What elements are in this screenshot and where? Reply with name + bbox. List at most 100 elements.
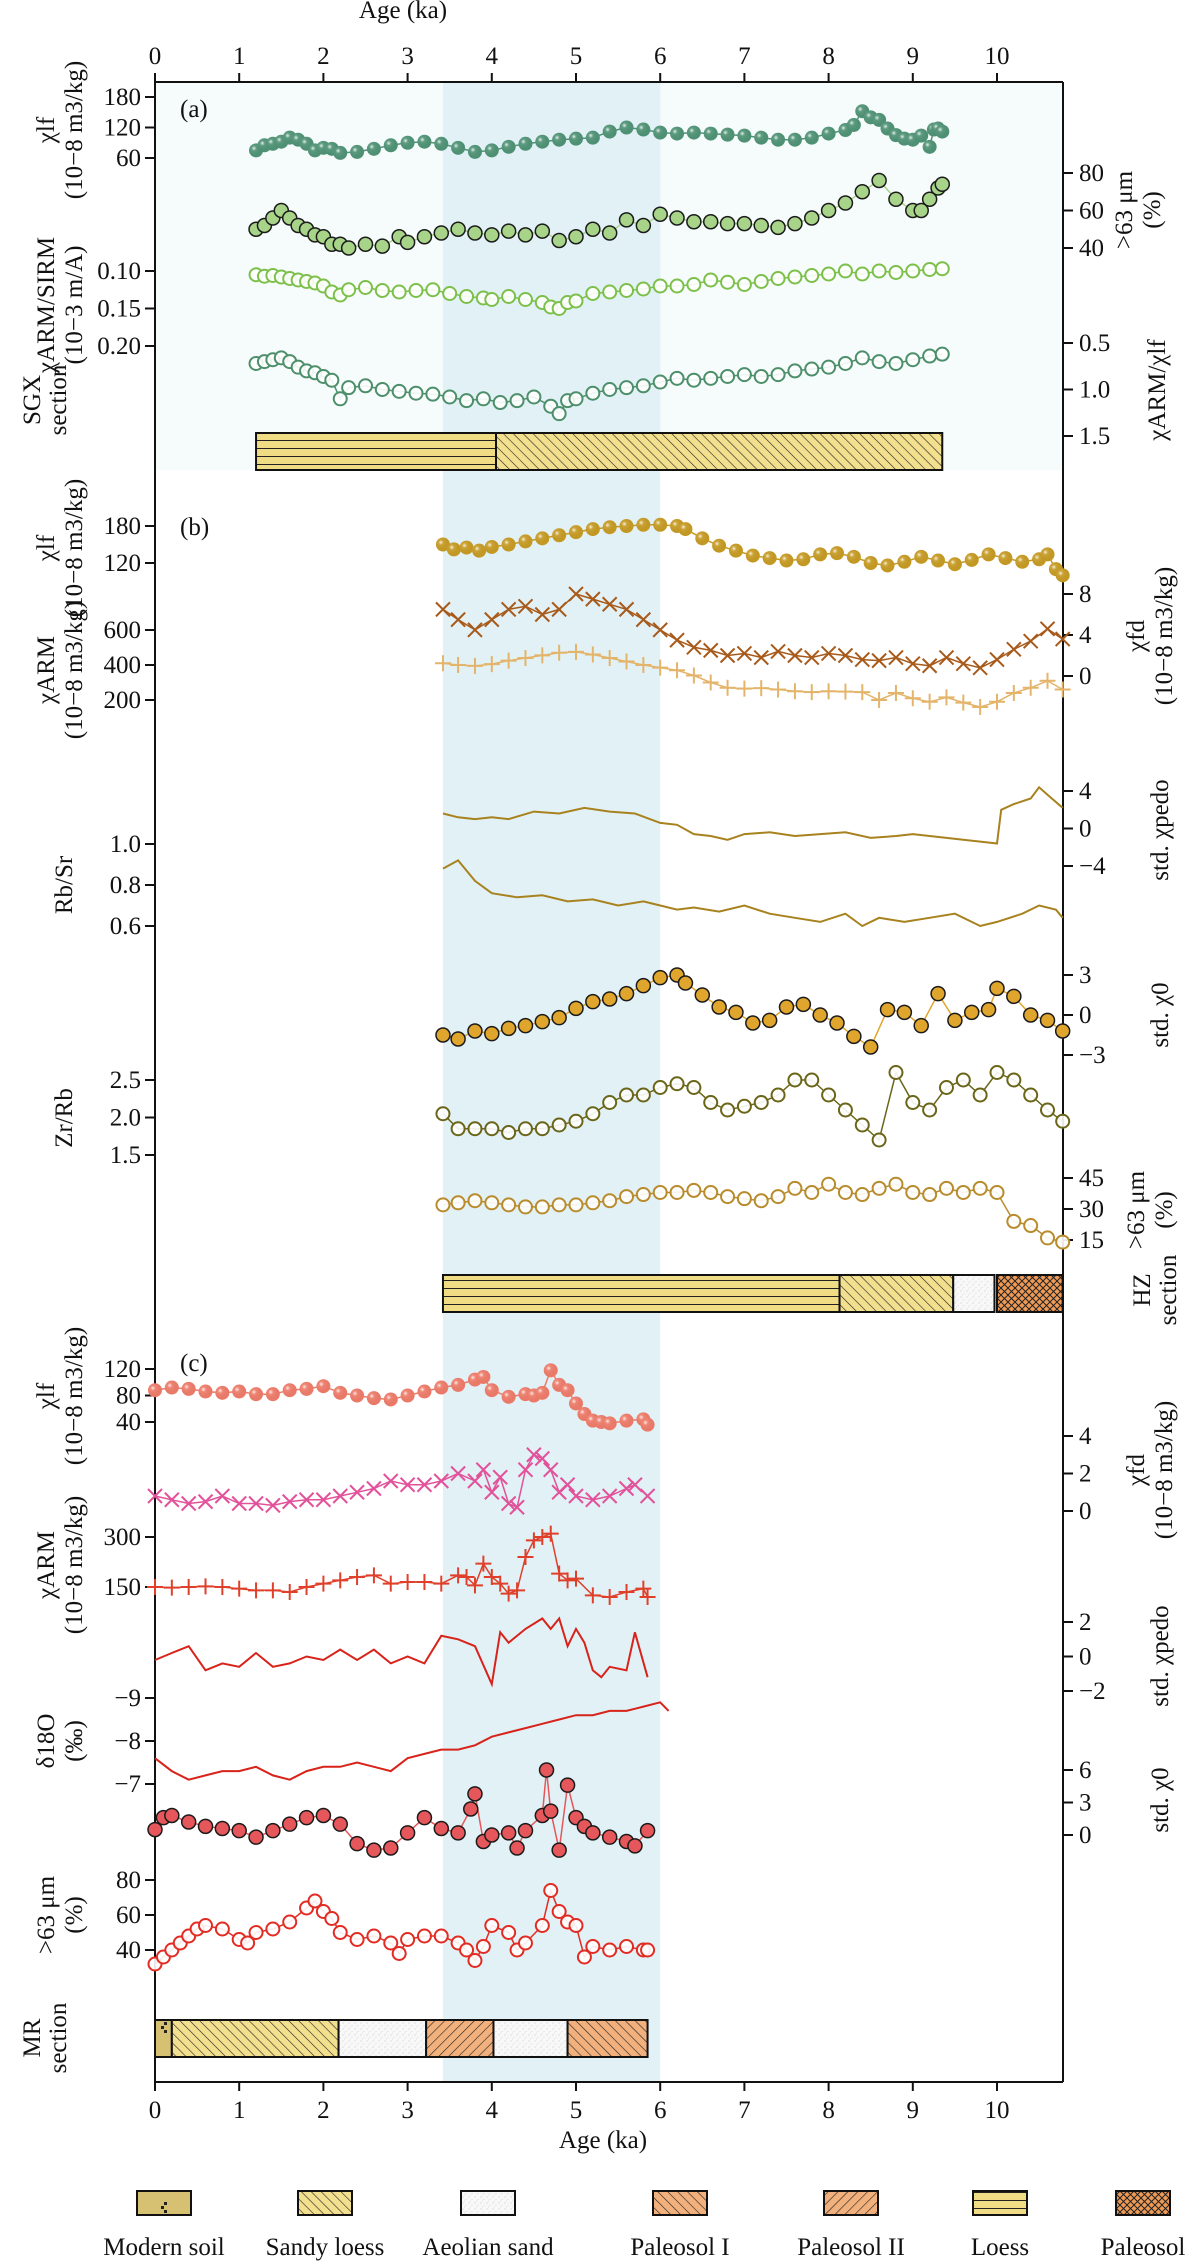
data-point — [871, 692, 888, 708]
y-axis-b-chilf: 180 120 χlf (10−8 m3/kg) — [33, 479, 155, 617]
data-point — [534, 1450, 551, 1467]
data-point-highlight — [467, 144, 482, 159]
data-point — [619, 1189, 635, 1205]
series-b--lf — [435, 517, 1070, 583]
data-point-highlight — [602, 124, 617, 139]
data-point-highlight — [695, 531, 710, 546]
data-point — [922, 1187, 938, 1203]
data-point — [349, 1484, 365, 1500]
data-point — [525, 1532, 542, 1549]
data-point — [450, 1031, 466, 1047]
legend-label: Sandy loess — [266, 2234, 385, 2261]
data-point — [921, 191, 938, 207]
data-point — [264, 1582, 281, 1599]
panel-a-label: (a) — [180, 96, 208, 123]
data-point — [433, 1928, 449, 1944]
data-point — [753, 1193, 769, 1209]
y-tick-label: 40 — [1079, 235, 1104, 262]
data-point — [618, 212, 635, 228]
data-point — [934, 346, 950, 362]
data-point — [231, 1822, 247, 1839]
data-point-highlight — [501, 1389, 516, 1404]
y-axis-c-chifd: 4 2 0 χfd (10−8 m3/kg) — [1063, 1401, 1178, 1539]
data-point — [989, 980, 1005, 997]
data-point — [989, 693, 1005, 710]
y-axis-title-unit: (%) — [1151, 1191, 1178, 1228]
data-point — [685, 667, 702, 684]
data-point — [391, 284, 407, 300]
data-point — [408, 385, 424, 401]
data-point — [585, 993, 601, 1010]
data-point — [324, 1911, 340, 1926]
data-point-highlight — [880, 558, 895, 573]
series-c--18o — [154, 1701, 670, 1781]
data-point — [787, 269, 803, 285]
data-point — [627, 1838, 643, 1854]
data-point — [669, 1076, 685, 1092]
y-tick-label: 0 — [1079, 663, 1092, 690]
data-point — [484, 1827, 500, 1843]
data-point — [947, 1012, 963, 1029]
data-point-highlight — [451, 1377, 466, 1392]
data-point — [585, 1825, 601, 1841]
data-point-highlight — [560, 1383, 575, 1398]
data-point — [559, 1477, 576, 1493]
data-point — [492, 1575, 509, 1592]
data-point — [837, 195, 854, 211]
data-point-highlight — [552, 528, 567, 543]
legend-label: Paleosol — [1101, 2234, 1186, 2261]
data-point-highlight — [350, 1388, 365, 1403]
section-segment-sandy-loess — [170, 2019, 340, 2058]
y-axis-title: χlf (10−8 m3/kg) — [33, 61, 88, 199]
y-tick-label: 0.6 — [110, 913, 141, 940]
series-b--arm — [434, 643, 1071, 715]
y-axis-c-d18o: −9 −8 −7 δ18O (‰) — [33, 1685, 155, 1798]
data-point — [669, 1184, 685, 1200]
data-point — [509, 393, 525, 409]
data-point-highlight — [484, 539, 499, 554]
data-point — [938, 1180, 954, 1196]
y-axis-b-arm: 600 400 200 χARM (10−8 m3/kg) — [33, 601, 155, 739]
data-point-highlight — [619, 120, 634, 135]
data-point — [500, 1020, 517, 1037]
svg-text:section: section — [45, 2002, 72, 2073]
y-axis-title: χfd (10−8 m3/kg) — [1123, 567, 1178, 705]
data-point-highlight — [813, 547, 828, 562]
y-axis-title-main: χARM/χlf — [1144, 339, 1171, 442]
data-point — [862, 1039, 879, 1055]
data-point — [584, 1587, 601, 1604]
y-axis-title-unit: (10−8 m3/kg) — [61, 1327, 88, 1465]
data-point-highlight — [518, 534, 533, 549]
data-point — [517, 1822, 534, 1839]
y-axis-title-main: >63 μm — [33, 1875, 60, 1954]
y-tick-label: 2 — [1079, 1609, 1092, 1636]
data-point — [435, 601, 451, 618]
data-point-highlight — [535, 531, 550, 546]
data-point-highlight — [434, 1380, 449, 1395]
data-point-highlight — [931, 553, 946, 568]
y-tick-label: 2.0 — [110, 1105, 141, 1132]
data-point — [383, 1935, 399, 1951]
data-point — [904, 690, 921, 707]
y-tick-label: 1.0 — [110, 831, 141, 858]
data-point — [1022, 633, 1039, 649]
data-point — [694, 987, 711, 1003]
data-point — [770, 271, 786, 286]
data-point — [459, 393, 475, 409]
data-point — [551, 1565, 568, 1582]
data-point — [197, 1818, 214, 1835]
y-axis-title: >63 μm (%) — [1123, 1170, 1178, 1249]
y-axis-title-unit: (‰) — [61, 1720, 88, 1762]
data-point-highlight — [619, 1413, 634, 1428]
series-b-rb-sr — [442, 859, 1064, 928]
series-line — [154, 1616, 649, 1688]
data-point — [315, 1575, 332, 1592]
data-point — [585, 591, 601, 607]
data-point-highlight — [947, 557, 962, 572]
data-point — [425, 282, 441, 298]
data-point-highlight — [686, 125, 701, 140]
data-point — [180, 1579, 197, 1595]
svg-text:MR: MR — [19, 2018, 46, 2057]
data-point — [509, 1499, 525, 1515]
